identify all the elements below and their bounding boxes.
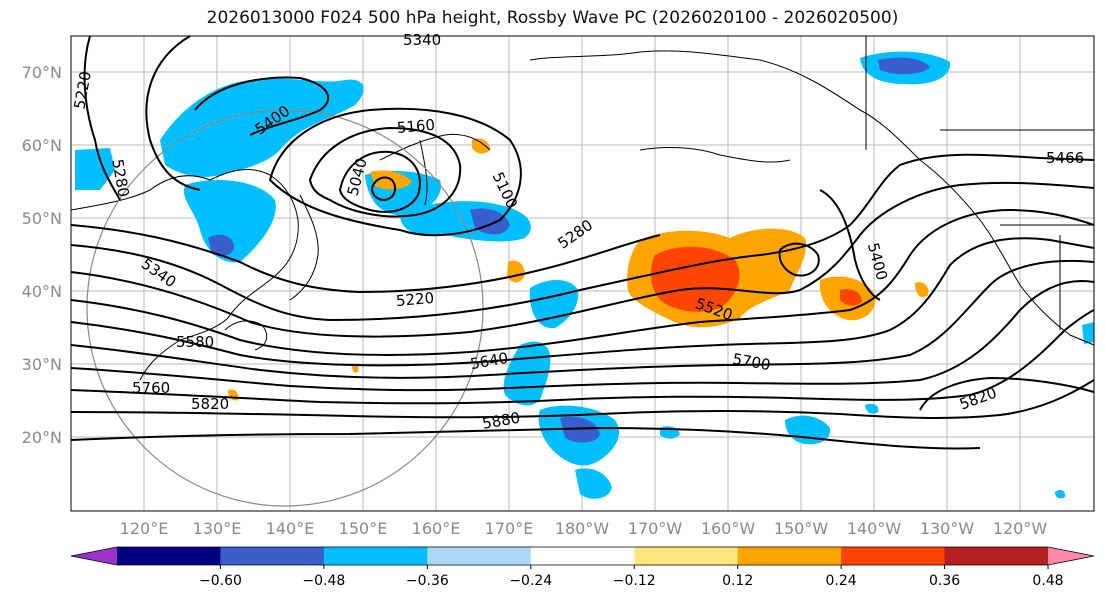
lat-label: 20°N (22, 428, 62, 447)
lon-label: 130°E (193, 519, 242, 538)
colorbar-tick-label: 0.12 (722, 573, 753, 589)
colorbar-swatch (944, 547, 1049, 565)
lat-label: 40°N (22, 282, 62, 301)
colorbar-tick-label: 0.36 (929, 573, 960, 589)
colorbar-swatch (737, 547, 842, 565)
contour-label: 5220 (395, 289, 435, 310)
latitude-labels: 70°N 60°N 50°N 40°N 30°N 20°N (22, 63, 62, 447)
map-frame (70, 35, 1095, 512)
contour-label: 5466 (1046, 149, 1084, 167)
colorbar-tick-label: −0.36 (406, 573, 449, 589)
colorbar-swatch (427, 547, 532, 565)
lon-label: 140°W (847, 519, 902, 538)
lon-label: 140°E (266, 519, 315, 538)
lat-label: 50°N (22, 209, 62, 228)
contour-label: 5820 (191, 395, 229, 413)
lat-label: 70°N (22, 63, 62, 82)
colorbar-tick-label: 0.24 (826, 573, 857, 589)
colorbar-swatch (841, 547, 946, 565)
colorbar-extend-low (71, 547, 117, 565)
contour-label: 5580 (176, 333, 214, 351)
colorbar: −0.60 −0.48 −0.36 −0.24 −0.12 0.12 0.24 0.36 0.4… (70, 546, 1095, 589)
lon-label: 150°W (774, 519, 829, 538)
colorbar-swatch (323, 547, 428, 565)
contour-label: 5340 (403, 31, 441, 49)
colorbar-tick-label: 0.48 (1032, 573, 1063, 589)
colorbar-tick-label: −0.24 (509, 573, 552, 589)
colorbar-tick-label: −0.12 (613, 573, 656, 589)
contour-label: 5760 (132, 379, 170, 397)
reference-circle (86, 109, 484, 507)
colorbar-swatch (530, 547, 635, 565)
lon-label: 120°E (120, 519, 169, 538)
colorbar-swatch (117, 547, 221, 565)
contour-label: 5160 (396, 116, 436, 137)
colorbar-tick-label: −0.48 (302, 573, 345, 589)
lon-label: 120°W (993, 519, 1048, 538)
lon-label: 150°E (339, 519, 388, 538)
map-title: 2026013000 F024 500 hPa height, Rossby W… (206, 8, 899, 28)
colorbar-tick-label: −0.60 (199, 573, 242, 589)
lat-label: 30°N (22, 355, 62, 374)
lon-label: 130°W (920, 519, 975, 538)
positive-anomaly-shading (228, 138, 929, 401)
lon-label: 180°W (555, 519, 610, 538)
colorbar-outline (70, 546, 1095, 566)
height-contours (70, 35, 1095, 450)
colorbar-extend-high (1048, 547, 1094, 565)
lon-label: 170°E (485, 519, 534, 538)
lon-label: 160°E (412, 519, 461, 538)
lon-label: 170°W (628, 519, 683, 538)
colorbar-swatch (634, 547, 739, 565)
lon-label: 160°W (701, 519, 756, 538)
colorbar-swatch (220, 547, 325, 565)
lat-label: 60°N (22, 136, 62, 155)
longitude-labels: 120°E 130°E 140°E 150°E 160°E 170°E 180°… (120, 519, 1048, 538)
